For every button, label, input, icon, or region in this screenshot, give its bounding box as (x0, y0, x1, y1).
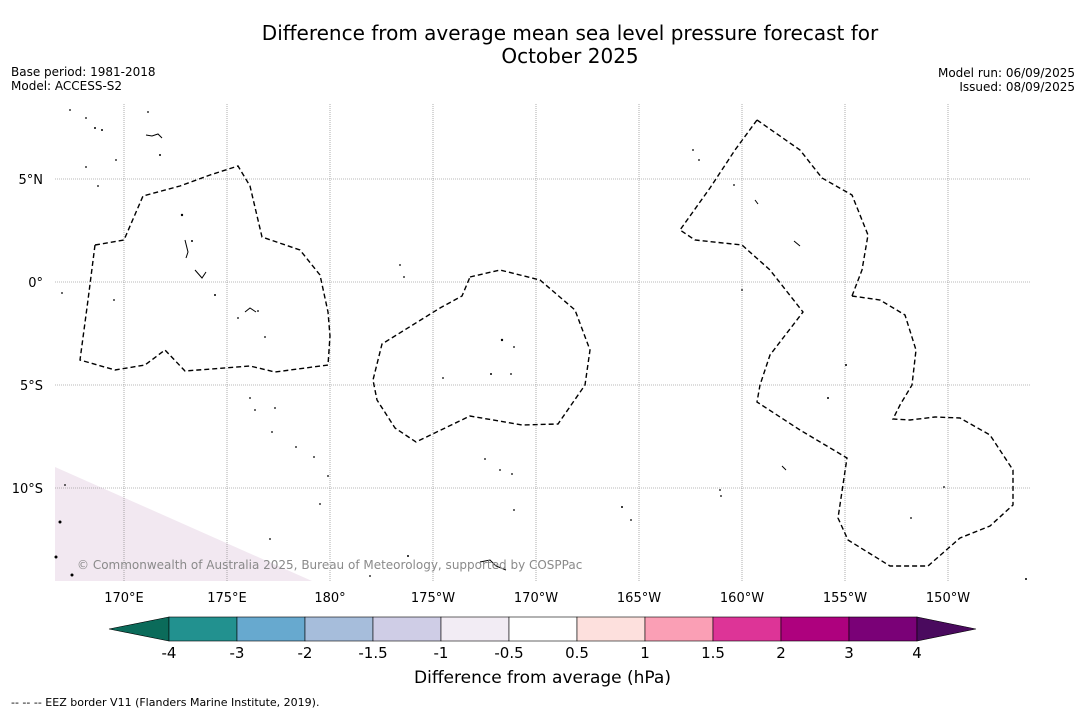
colorbar-segment (848, 616, 918, 642)
longitude-tick-labels: 170°E 175°E 180° 175°W 170°W 165°W 160°W 155°W 1… (104, 591, 970, 606)
colorbar: -4 -3 -2 -1.5 -1 -0.5 0.5 1 1.5 2 3 4 (108, 616, 977, 662)
lon-tick-label: 170°E (104, 591, 144, 606)
lon-tick-label: 160°W (720, 591, 764, 606)
colorbar-tick-label: -1.5 (358, 644, 387, 662)
colorbar-segment (780, 616, 850, 642)
base-period-text: Base period: 1981-2018 (11, 65, 156, 79)
eez-border-line-north (756, 119, 869, 297)
map-plot-area (55, 104, 1031, 581)
colorbar-tick-label: -3 (230, 644, 245, 662)
colorbar-tick-label: -1 (434, 644, 449, 662)
eez-border-phoenix (372, 269, 591, 443)
colorbar-tick-label: -0.5 (494, 644, 523, 662)
colorbar-tick-label: -2 (298, 644, 313, 662)
island-outline (145, 133, 163, 139)
island-outline (793, 240, 801, 247)
colorbar-segment (440, 616, 510, 642)
colorbar-segment (168, 616, 238, 642)
colorbar-tick-label: -4 (162, 644, 177, 662)
meta-right: Model run: 06/09/2025 Issued: 08/09/2025 (938, 66, 1075, 94)
eez-footnote: -- -- -- EEZ border V11 (Flanders Marine… (11, 696, 320, 709)
colorbar-tick-label: 1 (640, 644, 650, 662)
lat-tick-label: 5°S (20, 379, 43, 394)
colorbar-segment (372, 616, 442, 642)
title-line-2: October 2025 (501, 44, 639, 68)
island-outline (781, 465, 787, 471)
lon-tick-label: 175°E (207, 591, 247, 606)
lat-tick-label: 5°N (19, 173, 44, 188)
lon-tick-label: 165°W (617, 591, 661, 606)
colorbar-tick-label: 1.5 (701, 644, 725, 662)
colorbar-segment (508, 616, 578, 642)
colorbar-tick-label: 4 (912, 644, 922, 662)
model-run-text: Model run: 06/09/2025 (937, 66, 1075, 80)
map-title: Difference from average mean sea level p… (170, 22, 970, 68)
colorbar-label: Difference from average (hPa) (414, 668, 671, 688)
copyright-notice: © Commonwealth of Australia 2025, Bureau… (77, 558, 583, 572)
issued-text: Issued: 08/09/2025 (959, 80, 1075, 94)
colorbar-tick-label: 0.5 (565, 644, 589, 662)
anomaly-shading-region (55, 467, 312, 581)
lon-tick-label: 155°W (823, 591, 867, 606)
lat-tick-label: 10°S (12, 482, 43, 497)
island-outline (479, 559, 507, 571)
lat-tick-label: 0° (28, 276, 43, 291)
lon-tick-label: 175°W (411, 591, 455, 606)
colorbar-segment (236, 616, 306, 642)
eez-borders (79, 119, 1014, 567)
colorbar-segment (712, 616, 782, 642)
lon-tick-label: 180° (314, 591, 345, 606)
colorbar-segment (644, 616, 714, 642)
lon-tick-label: 150°W (926, 591, 970, 606)
lon-tick-label: 170°W (514, 591, 558, 606)
latitude-tick-labels: 5°N 0° 5°S 10°S (12, 173, 43, 497)
eez-border-kiribati-gilberts (79, 165, 331, 373)
colorbar-extend-high (916, 616, 977, 642)
title-line-1: Difference from average mean sea level p… (261, 21, 879, 45)
island-outline (184, 239, 189, 259)
colorbar-extend-low (108, 616, 170, 642)
eez-border-line-central (679, 119, 1014, 567)
colorbar-tick-label: 3 (844, 644, 854, 662)
colorbar-segment (304, 616, 374, 642)
island-outline (754, 199, 759, 205)
island-outline (244, 307, 257, 313)
island-outline (194, 269, 207, 279)
island-dots (54, 109, 1027, 580)
colorbar-tick-label: 2 (776, 644, 786, 662)
meta-left: Base period: 1981-2018 Model: ACCESS-S2 (11, 65, 156, 93)
island-outlines (145, 133, 801, 571)
model-text: Model: ACCESS-S2 (11, 79, 123, 93)
colorbar-segment (576, 616, 646, 642)
